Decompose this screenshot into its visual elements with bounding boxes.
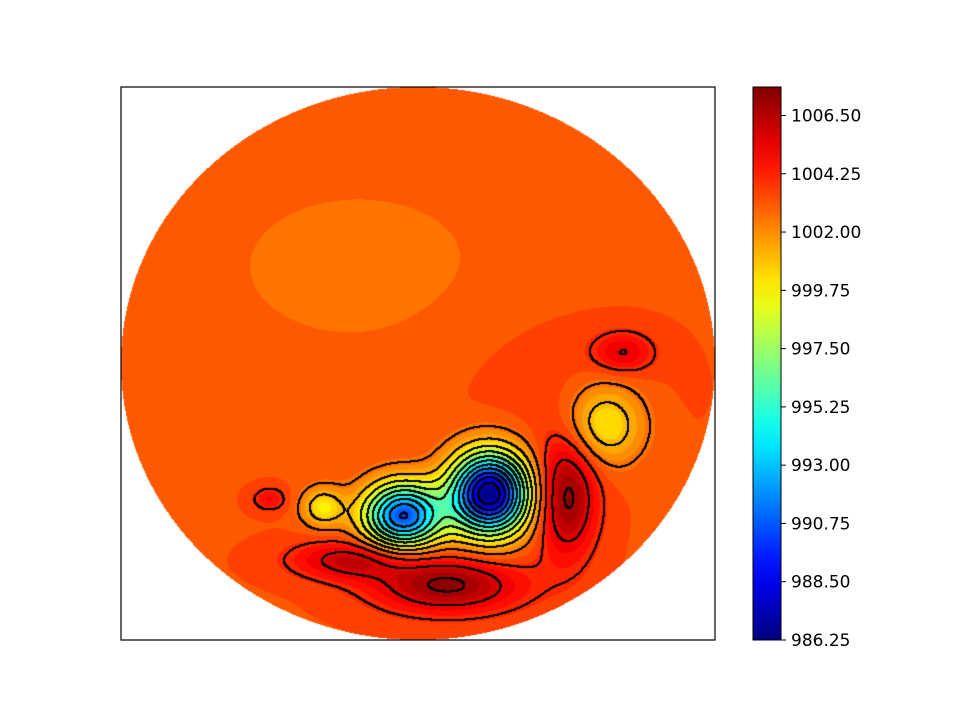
- colorbar-tick-label: 1004.25: [791, 165, 861, 185]
- colorbar-tick-label: 990.75: [791, 514, 850, 534]
- colorbar-ticks: 986.25 988.50 990.75 993.00 995.25 997.50 999.…: [781, 106, 861, 651]
- colorbar-tick-label: 1006.50: [791, 106, 861, 126]
- plot-area: [120, 86, 716, 641]
- colorbar-gradient: [753, 87, 781, 640]
- colorbar-tick-label: 988.50: [791, 573, 850, 593]
- colorbar-tick-label: 995.25: [791, 398, 850, 418]
- colorbar: 986.25 988.50 990.75 993.00 995.25 997.50 999.…: [752, 86, 861, 651]
- colorbar-tick-label: 999.75: [791, 281, 850, 301]
- filled-contour-field: [121, 87, 715, 640]
- axes-frame: [120, 86, 716, 641]
- colorbar-tick-label: 986.25: [791, 631, 850, 651]
- colorbar-frame: [752, 86, 782, 641]
- contour-field-container: [121, 87, 715, 640]
- colorbar-tick-label: 993.00: [791, 456, 850, 476]
- colorbar-tick-label: 1002.00: [791, 223, 861, 243]
- colorbar-tick-label: 997.50: [791, 340, 850, 360]
